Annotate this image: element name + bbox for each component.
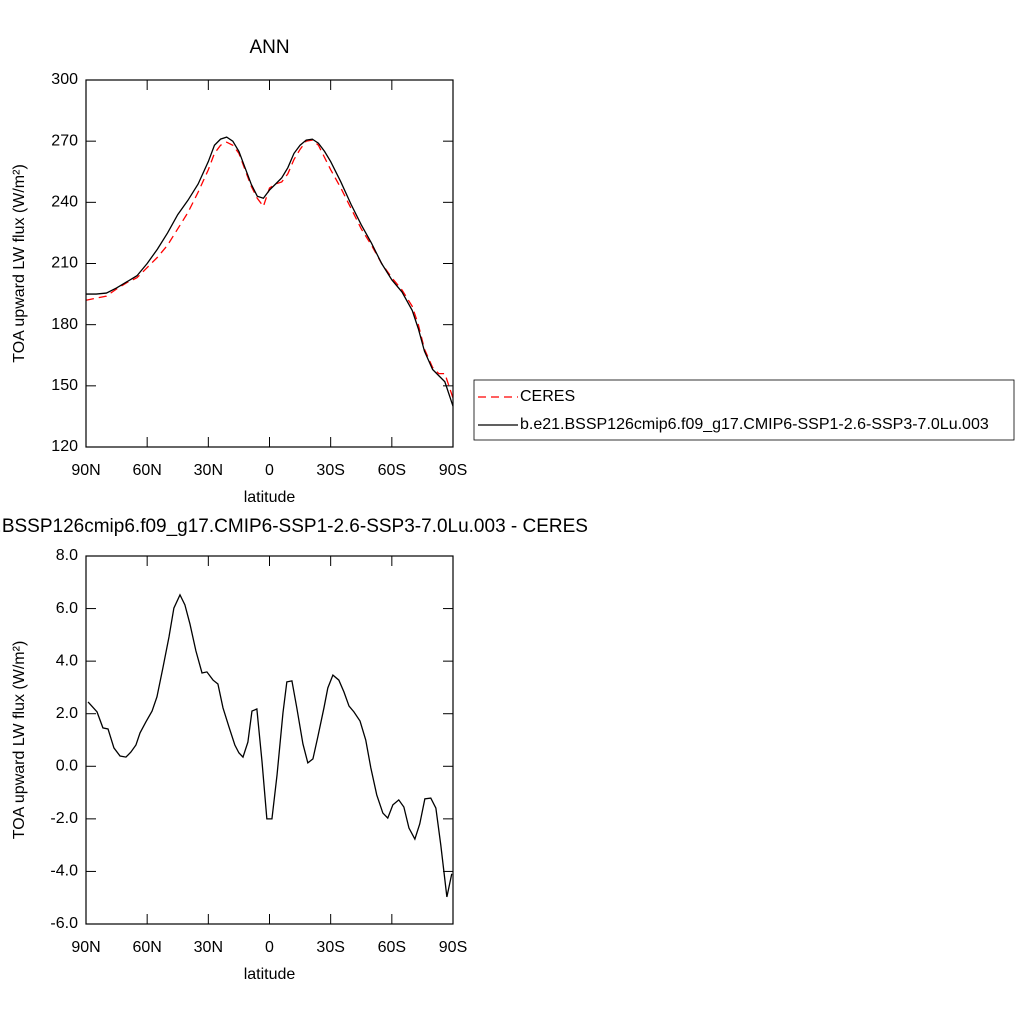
chart-title: ANN xyxy=(249,37,289,58)
y-tick-label: 180 xyxy=(51,316,78,333)
y-tick-label: 120 xyxy=(51,438,78,455)
x-axis-label: latitude xyxy=(244,966,296,983)
y-tick-label: -2.0 xyxy=(50,810,78,827)
y-tick-label: 6.0 xyxy=(56,600,78,617)
data-line xyxy=(87,593,453,898)
plot-frame xyxy=(85,555,454,925)
y-axis-label: TOA upward LW flux (W/m²) xyxy=(11,641,28,840)
x-tick-label: 60N xyxy=(132,939,161,956)
x-tick-label: 60S xyxy=(378,939,406,956)
legend-box xyxy=(473,379,1015,441)
y-tick-label: -4.0 xyxy=(50,863,78,880)
y-tick-label: 2.0 xyxy=(56,705,78,722)
x-tick-label: 90N xyxy=(71,939,100,956)
x-tick-label: 60N xyxy=(132,462,161,479)
x-tick-label: 90S xyxy=(439,939,467,956)
x-axis-label: latitude xyxy=(244,489,296,506)
data-line xyxy=(85,139,454,399)
y-tick-label: 150 xyxy=(51,377,78,394)
y-tick-label: 8.0 xyxy=(56,547,78,564)
x-tick-label: 0 xyxy=(265,939,274,956)
x-tick-label: 90S xyxy=(439,462,467,479)
plot-frame xyxy=(85,79,454,448)
x-tick-label: 30N xyxy=(194,462,223,479)
y-tick-label: 210 xyxy=(51,255,78,272)
x-tick-label: 90N xyxy=(71,462,100,479)
x-tick-label: 30S xyxy=(316,462,344,479)
x-tick-label: 60S xyxy=(378,462,406,479)
y-tick-label: -6.0 xyxy=(50,915,78,932)
x-tick-label: 0 xyxy=(265,462,274,479)
y-tick-label: 240 xyxy=(51,194,78,211)
y-tick-label: 0.0 xyxy=(56,758,78,775)
x-tick-label: 30N xyxy=(194,939,223,956)
y-tick-label: 270 xyxy=(51,132,78,149)
y-tick-label: 300 xyxy=(51,71,78,88)
legend-label: b.e21.BSSP126cmip6.f09_g17.CMIP6-SSP1-2.… xyxy=(520,416,989,433)
legend-label: CERES xyxy=(520,388,575,405)
chart-title: b.e21.BSSP126cmip6.f09_g17.CMIP6-SSP1-2.… xyxy=(0,516,588,537)
y-axis-label: TOA upward LW flux (W/m²) xyxy=(11,164,28,363)
y-tick-label: 4.0 xyxy=(56,652,78,669)
x-tick-label: 30S xyxy=(316,939,344,956)
data-line xyxy=(86,136,454,407)
